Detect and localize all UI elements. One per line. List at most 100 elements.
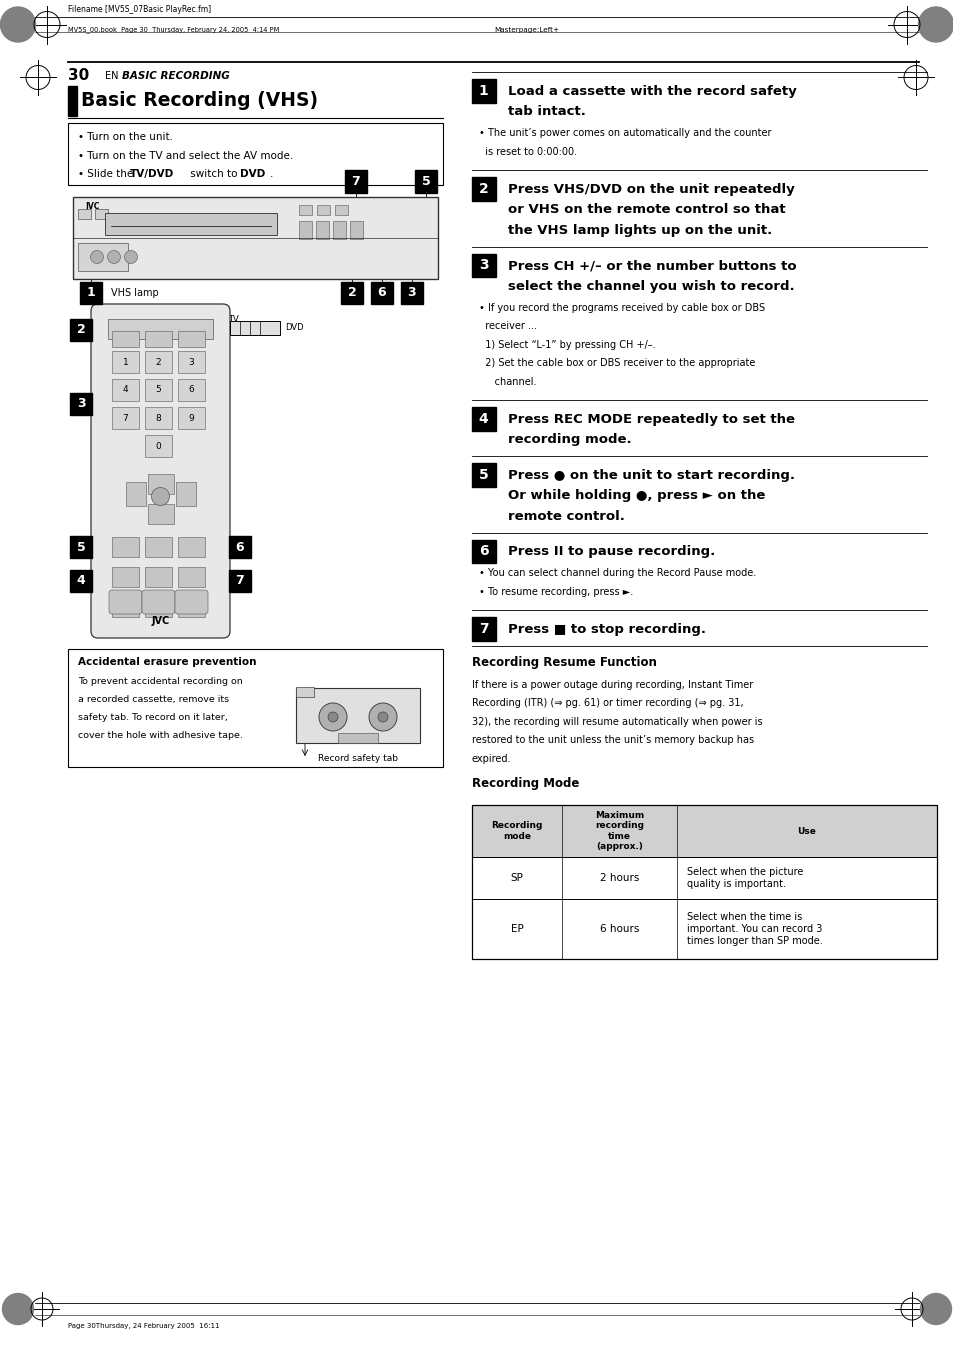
Bar xyxy=(472,898,936,959)
Bar xyxy=(68,123,442,185)
Text: safety tab. To record on it later,: safety tab. To record on it later, xyxy=(78,713,228,723)
Bar xyxy=(178,567,205,586)
Bar xyxy=(112,331,139,347)
Bar xyxy=(230,322,280,335)
Bar xyxy=(178,351,205,373)
Text: receiver ...: receiver ... xyxy=(478,322,537,331)
Text: Page 30Thursday, 24 February 2005  16:11: Page 30Thursday, 24 February 2005 16:11 xyxy=(68,1323,219,1329)
Bar xyxy=(70,393,91,415)
Text: Recording Mode: Recording Mode xyxy=(472,777,578,790)
Text: .: . xyxy=(270,169,274,178)
Text: TV: TV xyxy=(228,315,238,323)
Bar xyxy=(112,351,139,373)
Text: EN: EN xyxy=(105,72,118,81)
Text: recording mode.: recording mode. xyxy=(508,434,632,446)
Text: Record safety tab: Record safety tab xyxy=(317,754,397,763)
FancyBboxPatch shape xyxy=(174,590,208,613)
Text: If there is a power outage during recording, Instant Timer: If there is a power outage during record… xyxy=(472,680,753,689)
Bar xyxy=(345,170,367,192)
Circle shape xyxy=(3,1293,33,1324)
Text: 6: 6 xyxy=(377,286,386,300)
Text: • Turn on the unit.: • Turn on the unit. xyxy=(78,132,172,142)
Text: MV5S_00.book  Page 30  Thursday, February 24, 2005  4:14 PM: MV5S_00.book Page 30 Thursday, February … xyxy=(68,27,279,34)
Circle shape xyxy=(920,1293,950,1324)
Bar xyxy=(148,474,173,494)
Text: Press CH +/– or the number buttons to: Press CH +/– or the number buttons to xyxy=(508,259,797,272)
Text: Press II to pause recording.: Press II to pause recording. xyxy=(508,544,715,558)
Text: Recording (ITR) (⇒ pg. 61) or timer recording (⇒ pg. 31,: Recording (ITR) (⇒ pg. 61) or timer reco… xyxy=(472,698,742,708)
Bar xyxy=(112,601,139,617)
Circle shape xyxy=(125,250,137,263)
Text: Press REC MODE repeatedly to set the: Press REC MODE repeatedly to set the xyxy=(508,412,795,426)
Bar xyxy=(178,536,205,557)
Bar xyxy=(112,536,139,557)
Text: TV/DVD: TV/DVD xyxy=(130,169,174,178)
Bar xyxy=(145,351,172,373)
Bar xyxy=(175,482,195,507)
Text: 3: 3 xyxy=(407,286,416,300)
Text: 6 hours: 6 hours xyxy=(599,924,639,934)
Bar xyxy=(145,567,172,586)
Bar xyxy=(229,536,251,558)
FancyBboxPatch shape xyxy=(91,304,230,638)
Text: 30: 30 xyxy=(68,69,90,84)
Bar xyxy=(335,205,348,215)
Bar xyxy=(229,570,251,592)
Bar xyxy=(472,177,495,200)
Circle shape xyxy=(918,7,952,42)
Bar xyxy=(178,407,205,430)
Bar xyxy=(317,205,330,215)
Text: • The unit’s power comes on automatically and the counter: • The unit’s power comes on automaticall… xyxy=(478,128,771,138)
Text: 2 hours: 2 hours xyxy=(599,873,639,884)
Bar xyxy=(95,209,108,219)
Text: 3: 3 xyxy=(478,258,488,273)
Text: 4: 4 xyxy=(76,574,85,588)
Text: is reset to 0:00:00.: is reset to 0:00:00. xyxy=(478,146,577,157)
Bar xyxy=(145,407,172,430)
Bar xyxy=(472,78,495,103)
Text: 5: 5 xyxy=(421,176,430,188)
Text: a recorded cassette, remove its: a recorded cassette, remove its xyxy=(78,696,229,704)
Text: or VHS on the remote control so that: or VHS on the remote control so that xyxy=(508,203,785,216)
FancyBboxPatch shape xyxy=(142,590,174,613)
Text: expired.: expired. xyxy=(472,754,511,763)
Text: 3: 3 xyxy=(189,358,194,366)
Text: 9: 9 xyxy=(189,413,194,423)
Text: JVC: JVC xyxy=(152,616,170,626)
Text: select the channel you wish to record.: select the channel you wish to record. xyxy=(508,280,794,293)
Text: DVD: DVD xyxy=(240,169,265,178)
Text: To prevent accidental recording on: To prevent accidental recording on xyxy=(78,677,242,686)
Text: • To resume recording, press ►.: • To resume recording, press ►. xyxy=(478,586,633,597)
Text: Basic Recording (VHS): Basic Recording (VHS) xyxy=(81,91,317,109)
Circle shape xyxy=(318,703,347,731)
Text: • Turn on the TV and select the AV mode.: • Turn on the TV and select the AV mode. xyxy=(78,150,293,161)
Text: 6: 6 xyxy=(478,544,488,558)
Bar xyxy=(108,319,213,339)
Text: Load a cassette with the record safety: Load a cassette with the record safety xyxy=(508,85,797,97)
Text: 1: 1 xyxy=(123,358,129,366)
Text: Recording
mode: Recording mode xyxy=(491,821,542,840)
Bar xyxy=(145,601,172,617)
Text: Recording Resume Function: Recording Resume Function xyxy=(472,655,657,669)
Bar xyxy=(472,805,936,857)
Text: 0: 0 xyxy=(155,442,161,450)
Bar xyxy=(295,688,419,743)
Bar xyxy=(112,380,139,401)
Bar xyxy=(472,254,495,277)
Text: SP: SP xyxy=(510,873,523,884)
Text: 4: 4 xyxy=(478,412,488,426)
Text: 1: 1 xyxy=(478,84,488,97)
Bar xyxy=(178,601,205,617)
Text: • You can select channel during the Record Pause mode.: • You can select channel during the Reco… xyxy=(478,567,756,578)
Text: 6: 6 xyxy=(235,540,244,554)
Text: • If you record the programs received by cable box or DBS: • If you record the programs received by… xyxy=(478,303,764,312)
Bar xyxy=(68,86,76,116)
Text: JVC: JVC xyxy=(85,203,99,212)
Bar xyxy=(145,380,172,401)
Bar xyxy=(78,243,128,272)
Text: VHS lamp: VHS lamp xyxy=(111,288,158,299)
Bar xyxy=(145,331,172,347)
Circle shape xyxy=(108,250,120,263)
FancyBboxPatch shape xyxy=(109,590,142,613)
Bar xyxy=(340,282,363,304)
